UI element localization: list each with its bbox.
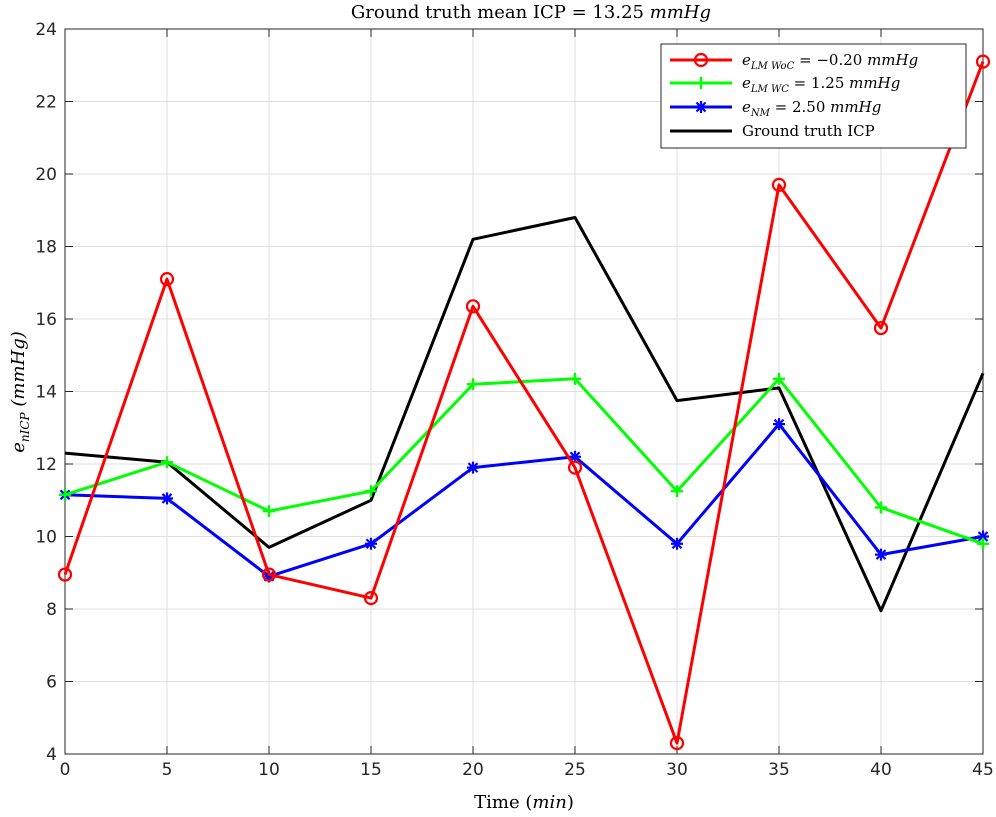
data-point	[59, 488, 71, 501]
data-point	[467, 461, 479, 474]
series-layer	[57, 54, 991, 751]
marker-stroke	[875, 549, 887, 560]
x-axis-ticks: 0 5 10 15 20 25 30 35 40 45	[60, 29, 994, 780]
y-tick-label: 6	[46, 673, 57, 693]
legend-label: eLM WC = 1.25 mmHg	[742, 74, 900, 95]
data-point	[363, 591, 379, 606]
y-tick-label: 10	[35, 528, 57, 548]
x-tick-label: 10	[258, 760, 280, 780]
x-tick-label: 20	[462, 760, 484, 780]
data-point	[875, 501, 887, 514]
y-axis-label: enICP (mmHg)	[8, 331, 32, 453]
series-line	[64, 422, 984, 578]
marker-stroke	[569, 451, 581, 463]
y-tick-label: 8	[46, 600, 57, 620]
marker-stroke	[773, 418, 785, 430]
y-tick-label: 18	[35, 238, 57, 258]
legend-item-0: eLM WoC = −0.20 mmHg	[670, 51, 918, 72]
series-3	[64, 216, 985, 613]
series-line	[64, 377, 984, 546]
data-point	[467, 378, 479, 391]
marker-stroke	[671, 538, 683, 550]
data-point	[365, 537, 377, 550]
y-axis-ticks: 4 6 8 10 12 14 16 18 20 22 24	[35, 20, 983, 765]
series-0	[57, 54, 991, 751]
data-point	[567, 460, 583, 475]
data-point	[263, 505, 275, 518]
marker-stroke	[161, 493, 173, 504]
y-tick-label: 14	[35, 383, 57, 403]
data-point	[669, 736, 685, 751]
marker-stroke	[365, 538, 377, 550]
series-1	[59, 372, 989, 550]
data-point	[771, 177, 787, 192]
chart-title: Ground truth mean ICP = 13.25 mmHg	[351, 2, 711, 23]
x-tick-label: 40	[870, 760, 892, 780]
legend-label: eNM = 2.50 mmHg	[742, 98, 881, 119]
data-point	[161, 492, 173, 505]
x-axis-label: Time (min)	[474, 792, 574, 813]
data-point	[773, 418, 785, 431]
y-tick-label: 4	[46, 745, 57, 765]
x-tick-label: 0	[60, 760, 71, 780]
x-tick-label: 5	[162, 760, 173, 780]
legend-marker	[693, 52, 709, 68]
data-point	[161, 456, 173, 469]
data-point	[671, 537, 683, 550]
data-point	[465, 299, 481, 314]
y-tick-label: 24	[35, 20, 57, 40]
x-tick-label: 30	[666, 760, 688, 780]
data-point	[977, 530, 989, 543]
legend-item-2: eNM = 2.50 mmHg	[670, 98, 881, 119]
data-point	[261, 567, 277, 582]
x-tick-label: 35	[768, 760, 790, 780]
y-tick-label: 12	[35, 455, 57, 475]
data-point	[159, 272, 175, 287]
data-point	[875, 548, 887, 561]
y-tick-label: 16	[35, 310, 57, 330]
marker-stroke	[467, 462, 479, 473]
data-point	[977, 537, 989, 550]
data-point	[975, 54, 991, 69]
x-tick-label: 15	[360, 760, 382, 780]
legend-label: eLM WoC = −0.20 mmHg	[742, 51, 918, 72]
legend-label: Ground truth ICP	[742, 122, 875, 140]
legend-marker	[695, 77, 707, 89]
legend-item-1: eLM WC = 1.25 mmHg	[670, 74, 900, 95]
legend-marker	[695, 101, 707, 113]
data-point	[365, 485, 377, 498]
data-point	[569, 372, 581, 385]
y-tick-label: 22	[35, 93, 57, 113]
data-point	[773, 372, 785, 385]
x-tick-label: 45	[972, 760, 994, 780]
series-line	[63, 61, 985, 745]
marker-stroke	[695, 101, 707, 113]
y-tick-label: 20	[35, 165, 57, 185]
legend-item-3: Ground truth ICP	[670, 122, 875, 140]
x-tick-label: 25	[564, 760, 586, 780]
data-point	[873, 320, 889, 336]
series-line	[64, 216, 985, 613]
data-point	[671, 485, 683, 498]
data-point	[57, 567, 73, 582]
marker-stroke	[977, 531, 989, 542]
